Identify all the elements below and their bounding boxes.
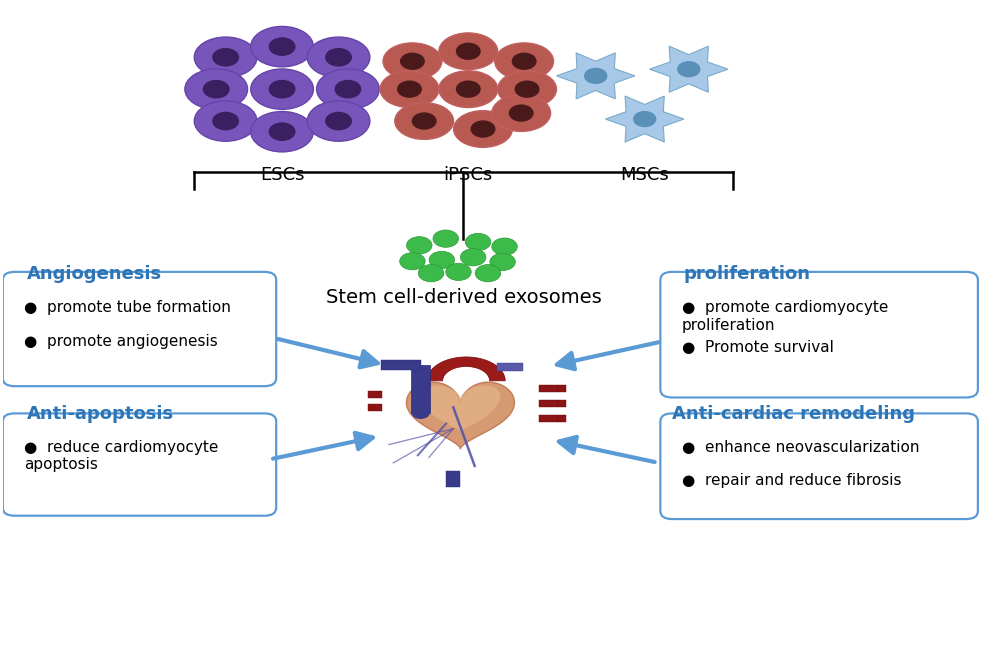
Ellipse shape xyxy=(185,69,248,109)
Circle shape xyxy=(433,230,458,247)
Text: ●  promote angiogenesis: ● promote angiogenesis xyxy=(25,334,218,348)
Ellipse shape xyxy=(307,37,370,78)
FancyBboxPatch shape xyxy=(3,413,277,516)
FancyArrow shape xyxy=(369,391,382,398)
Text: ESCs: ESCs xyxy=(260,165,304,184)
Circle shape xyxy=(270,80,294,98)
FancyArrow shape xyxy=(411,365,430,413)
Ellipse shape xyxy=(498,71,556,107)
Circle shape xyxy=(513,54,535,69)
Circle shape xyxy=(471,121,495,137)
Polygon shape xyxy=(427,357,505,381)
Circle shape xyxy=(326,113,352,130)
Text: MSCs: MSCs xyxy=(620,165,669,184)
FancyArrow shape xyxy=(558,385,565,392)
Ellipse shape xyxy=(251,69,313,109)
Circle shape xyxy=(270,38,294,55)
Circle shape xyxy=(585,68,607,83)
Text: ●  promote tube formation: ● promote tube formation xyxy=(25,300,231,316)
FancyBboxPatch shape xyxy=(3,272,277,386)
Ellipse shape xyxy=(383,43,442,80)
Text: Angiogenesis: Angiogenesis xyxy=(28,265,162,283)
Circle shape xyxy=(516,81,538,97)
Circle shape xyxy=(456,44,480,59)
Circle shape xyxy=(401,54,424,69)
Circle shape xyxy=(490,253,516,271)
Circle shape xyxy=(446,263,471,281)
Polygon shape xyxy=(556,53,635,99)
Ellipse shape xyxy=(439,33,498,70)
Circle shape xyxy=(270,123,294,140)
Circle shape xyxy=(204,80,229,98)
Text: iPSCs: iPSCs xyxy=(444,165,493,184)
Text: ●  Promote survival: ● Promote survival xyxy=(682,340,834,355)
Circle shape xyxy=(326,49,352,66)
Ellipse shape xyxy=(453,111,513,147)
FancyArrow shape xyxy=(538,400,558,407)
FancyBboxPatch shape xyxy=(660,272,978,397)
Circle shape xyxy=(465,233,491,251)
Text: Anti-apoptosis: Anti-apoptosis xyxy=(28,405,175,423)
Text: Stem cell-derived exosomes: Stem cell-derived exosomes xyxy=(325,289,602,308)
Circle shape xyxy=(460,249,486,266)
Text: ●  reduce cardiomyocyte
apoptosis: ● reduce cardiomyocyte apoptosis xyxy=(25,440,218,472)
FancyBboxPatch shape xyxy=(660,413,978,519)
Ellipse shape xyxy=(195,37,257,78)
Circle shape xyxy=(335,80,361,98)
Ellipse shape xyxy=(251,111,313,152)
FancyArrow shape xyxy=(497,363,523,371)
FancyArrow shape xyxy=(380,360,421,370)
Text: Anti-cardiac remodeling: Anti-cardiac remodeling xyxy=(672,405,915,423)
FancyArrow shape xyxy=(538,385,558,392)
Ellipse shape xyxy=(251,26,313,67)
Polygon shape xyxy=(606,96,684,142)
Circle shape xyxy=(400,253,425,270)
Text: ●  enhance neovascularization: ● enhance neovascularization xyxy=(682,440,920,455)
Circle shape xyxy=(492,238,518,255)
Circle shape xyxy=(418,265,444,282)
Ellipse shape xyxy=(395,103,453,139)
Circle shape xyxy=(412,113,436,129)
FancyArrow shape xyxy=(369,404,382,411)
Polygon shape xyxy=(406,382,515,449)
Ellipse shape xyxy=(495,43,553,80)
Circle shape xyxy=(411,407,430,419)
FancyArrow shape xyxy=(538,415,558,421)
Ellipse shape xyxy=(307,101,370,141)
Ellipse shape xyxy=(380,71,439,107)
Circle shape xyxy=(633,112,656,127)
Circle shape xyxy=(678,62,700,76)
FancyArrow shape xyxy=(558,415,565,421)
Polygon shape xyxy=(421,385,500,430)
Text: ●  promote cardiomyocyte
proliferation: ● promote cardiomyocyte proliferation xyxy=(682,300,888,333)
Ellipse shape xyxy=(439,71,498,107)
Text: ●  repair and reduce fibrosis: ● repair and reduce fibrosis xyxy=(682,473,901,488)
Ellipse shape xyxy=(492,94,550,131)
FancyArrow shape xyxy=(558,400,565,407)
Circle shape xyxy=(510,105,533,121)
Polygon shape xyxy=(649,46,728,92)
Circle shape xyxy=(475,265,501,282)
Circle shape xyxy=(212,49,238,66)
Ellipse shape xyxy=(195,101,257,141)
Circle shape xyxy=(398,81,421,97)
Circle shape xyxy=(406,237,432,254)
Circle shape xyxy=(429,251,454,269)
FancyArrow shape xyxy=(447,471,460,487)
Text: proliferation: proliferation xyxy=(684,265,811,283)
Ellipse shape xyxy=(316,69,379,109)
Circle shape xyxy=(456,81,480,97)
Circle shape xyxy=(212,113,238,130)
